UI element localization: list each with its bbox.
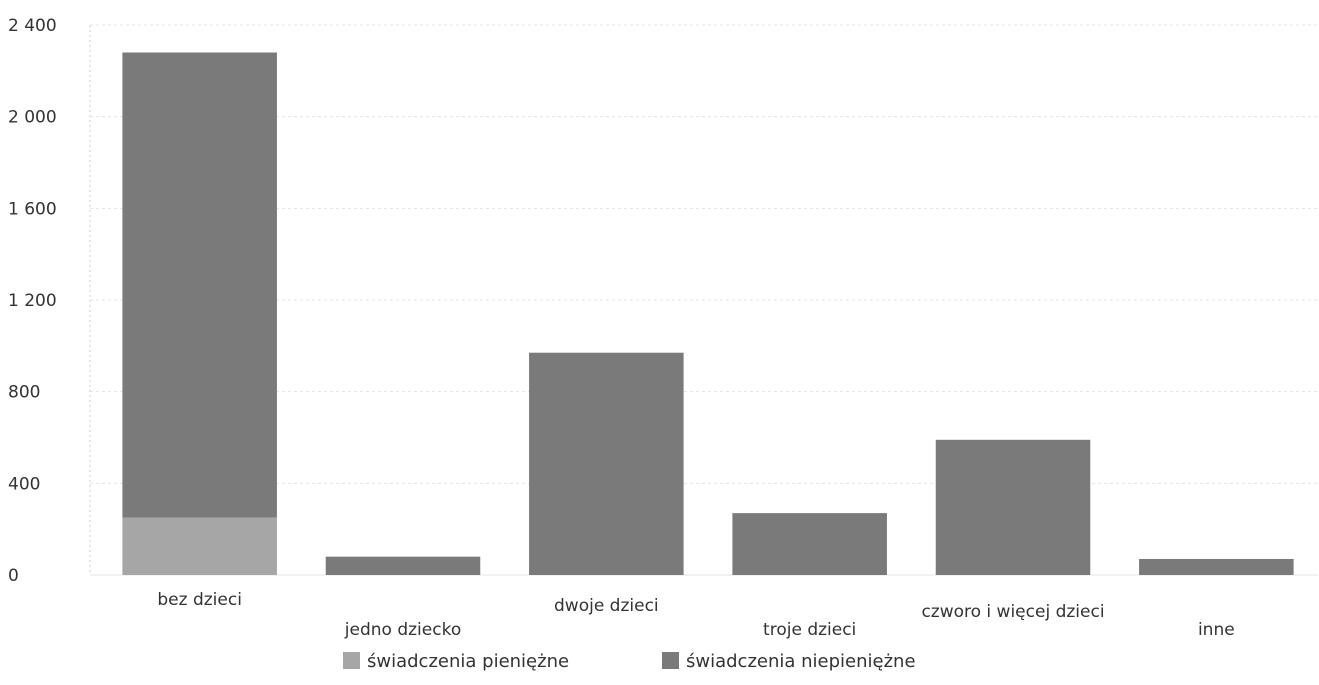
x-category-label: bez dzieci <box>157 590 242 610</box>
y-tick-label: 1 200 <box>8 291 57 311</box>
x-category-label: troje dzieci <box>763 620 856 640</box>
y-tick-label: 0 <box>8 566 19 586</box>
bar-niepieniezne <box>935 439 1091 575</box>
bar-niepieniezne <box>529 352 684 575</box>
gridlines <box>89 24 1318 576</box>
legend-swatch <box>662 652 679 669</box>
bar-niepieniezne <box>732 513 887 575</box>
legend-swatch <box>343 652 360 669</box>
x-axis-labels: bez dzieci jedno dziecko dwoje dzieci troje… <box>157 590 1234 640</box>
bar-niepieniezne <box>1139 558 1294 575</box>
y-tick-label: 400 <box>8 474 40 494</box>
bar-pieniezne <box>122 517 277 575</box>
x-category-label: inne <box>1198 620 1235 640</box>
bar-niepieniezne <box>122 52 277 518</box>
y-tick-label: 2 000 <box>8 108 57 128</box>
x-category-label: czworo i więcej dzieci <box>921 602 1104 622</box>
y-tick-label: 800 <box>8 383 40 403</box>
y-tick-label: 1 600 <box>8 199 57 219</box>
bar-niepieniezne <box>325 556 481 575</box>
legend-label: świadczenia niepieniężne <box>686 651 916 672</box>
y-tick-label: 2 400 <box>8 16 57 36</box>
bars <box>122 52 1294 575</box>
x-category-label: jedno dziecko <box>344 620 461 640</box>
legend: świadczenia pieniężne świadczenia niepien… <box>343 651 916 672</box>
x-category-label: dwoje dzieci <box>554 596 659 616</box>
legend-label: świadczenia pieniężne <box>367 651 569 672</box>
y-axis-ticks: 0 400 800 1 200 1 600 2 000 2 400 <box>8 16 57 586</box>
